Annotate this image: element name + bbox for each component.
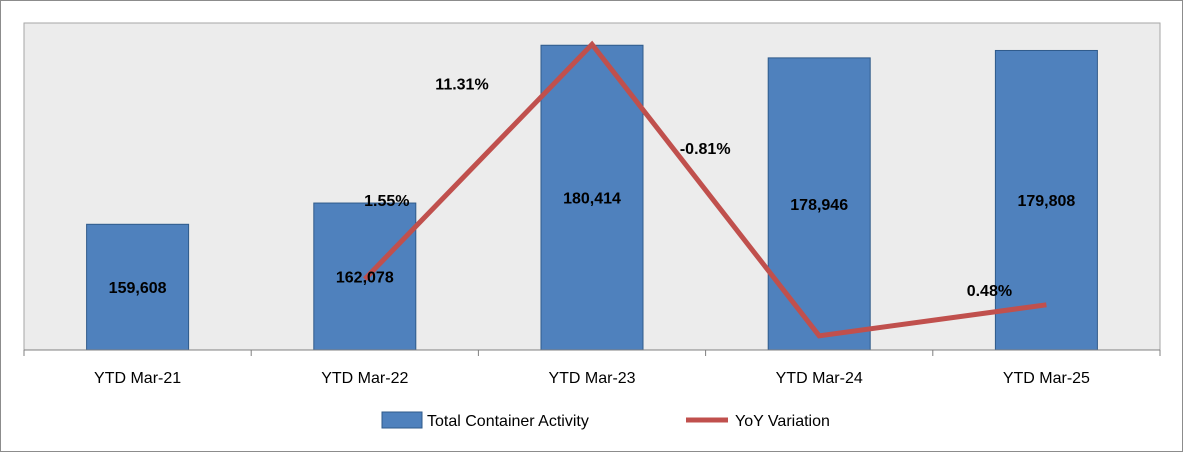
yoy-value-label: -0.81% [680, 141, 731, 158]
x-tick-label: YTD Mar-24 [776, 370, 863, 387]
bar-value-label: 178,946 [790, 197, 848, 214]
legend-label-line: YoY Variation [735, 413, 830, 430]
bar [540, 44, 644, 351]
yoy-value-label: 0.48% [967, 283, 1012, 300]
bar-labels-layer: 159,608 162,078 180,414 178,946 179,808 [109, 191, 1076, 298]
line-labels-layer: 1.55% 11.31% -0.81% 0.48% [364, 76, 1012, 299]
x-axis: YTD Mar-21 YTD Mar-22 YTD Mar-23 YTD Mar-24… [23, 349, 1161, 387]
yoy-value-label: 1.55% [364, 193, 409, 210]
bar [767, 57, 871, 351]
bar-value-label: 162,078 [336, 270, 394, 287]
bar [86, 223, 190, 351]
x-tick-label: YTD Mar-22 [321, 370, 408, 387]
yoy-series-line [363, 40, 1047, 339]
legend: Total Container Activity YoY Variation [381, 411, 830, 430]
line-layer [363, 40, 1047, 339]
bar-value-label: 159,608 [109, 280, 167, 297]
yoy-value-label: 11.31% [435, 76, 488, 93]
legend-swatch-bar [381, 411, 423, 429]
legend-label-bar: Total Container Activity [427, 413, 589, 430]
x-tick-label: YTD Mar-21 [94, 370, 181, 387]
x-tick-label: YTD Mar-25 [1003, 370, 1090, 387]
bar [994, 49, 1098, 351]
x-tick-label: YTD Mar-23 [548, 370, 635, 387]
bar-value-label: 179,808 [1017, 193, 1075, 210]
bar-value-label: 180,414 [563, 191, 621, 208]
